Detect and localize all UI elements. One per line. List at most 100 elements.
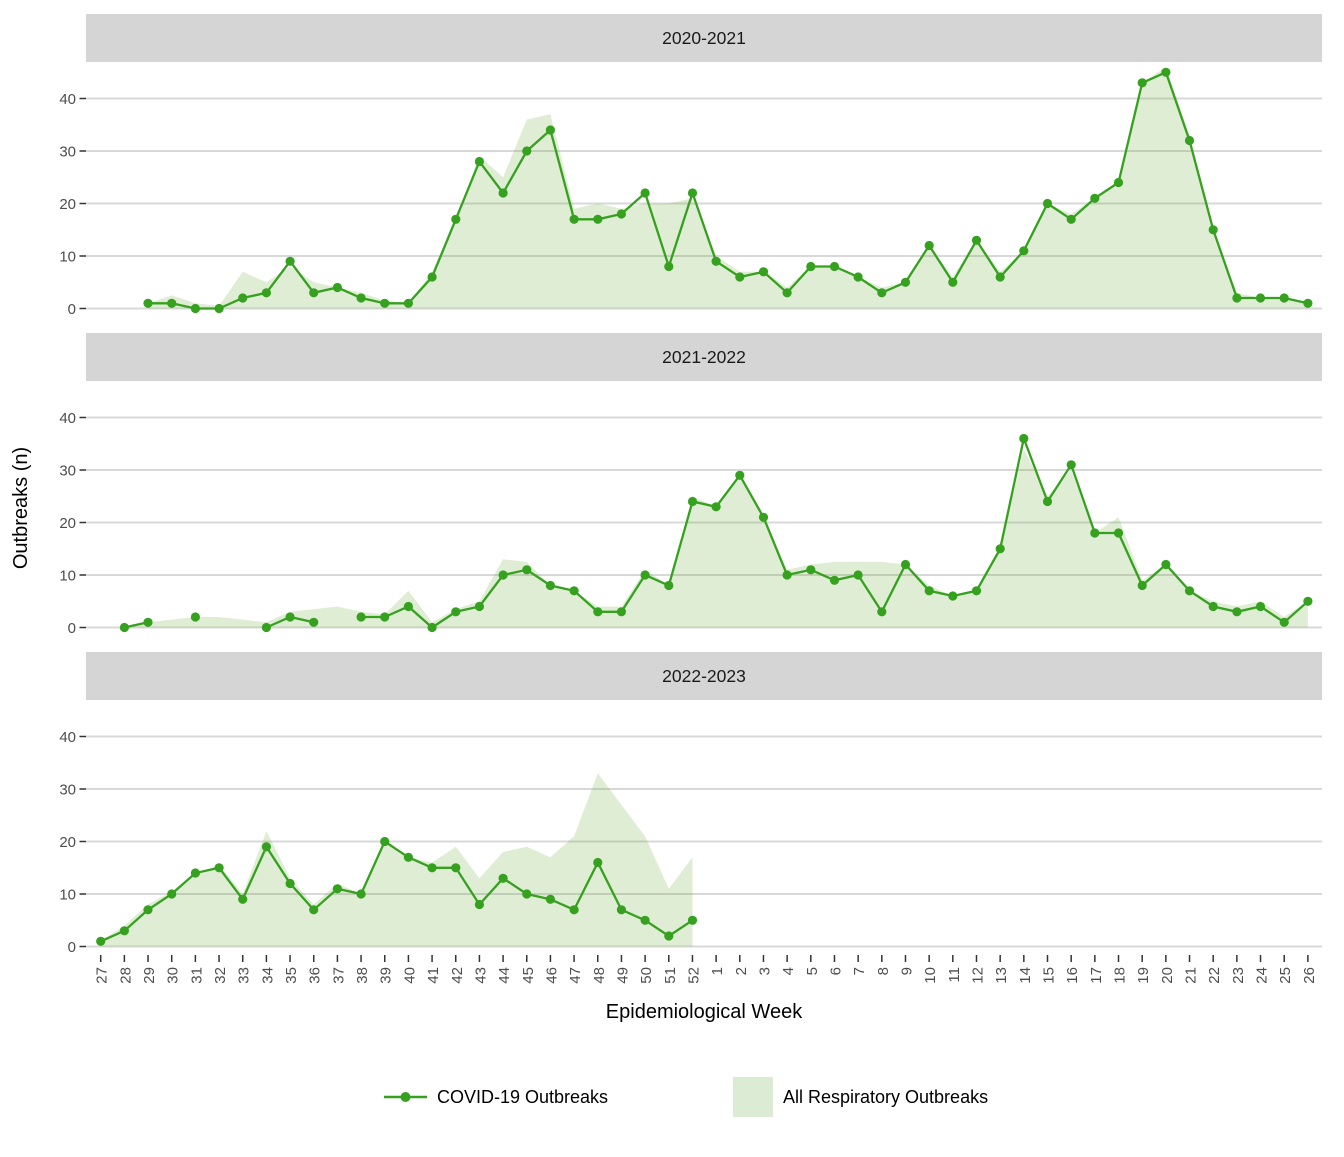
- x-tick-label: 11: [946, 967, 963, 983]
- covid-point: [900, 559, 911, 570]
- x-tick-label: 47: [567, 967, 584, 984]
- covid-point: [593, 214, 603, 224]
- covid-point: [640, 915, 650, 925]
- covid-point: [380, 836, 390, 847]
- covid-point: [238, 293, 248, 303]
- x-tick-label: 5: [804, 967, 821, 975]
- x-tick-label: 52: [685, 967, 702, 984]
- covid-point: [1303, 596, 1313, 606]
- covid-point: [687, 915, 698, 925]
- respiratory-area: [124, 449, 1308, 628]
- covid-point: [214, 863, 224, 873]
- x-tick-label: 12: [969, 967, 986, 984]
- covid-point: [782, 570, 792, 580]
- legend: COVID-19 Outbreaks All Respiratory Outbr…: [384, 1077, 988, 1117]
- y-tick-label: 10: [59, 568, 76, 585]
- covid-point: [829, 575, 840, 585]
- covid-point: [616, 607, 627, 617]
- covid-point: [1279, 617, 1289, 627]
- x-tick-label: 28: [117, 967, 134, 984]
- x-tick-label: 8: [875, 967, 892, 975]
- covid-point: [474, 156, 484, 167]
- x-tick-label: 42: [449, 967, 466, 984]
- covid-point: [498, 570, 508, 580]
- covid-point: [451, 214, 461, 224]
- covid-point: [451, 863, 461, 873]
- covid-point: [829, 261, 840, 272]
- x-tick-label: 39: [378, 967, 395, 984]
- x-tick-label: 31: [188, 967, 205, 984]
- y-tick-label: 0: [68, 939, 76, 956]
- covid-point: [1019, 246, 1029, 256]
- covid-point: [522, 565, 532, 575]
- x-tick-label: 43: [472, 967, 489, 984]
- covid-point: [1232, 293, 1242, 303]
- covid-point: [995, 544, 1005, 554]
- covid-point: [380, 298, 390, 308]
- y-tick-label: 20: [59, 834, 76, 851]
- covid-point: [877, 607, 887, 617]
- covid-point: [1184, 135, 1195, 146]
- y-tick-label: 20: [59, 196, 76, 213]
- covid-point: [403, 298, 413, 308]
- covid-point: [403, 852, 413, 862]
- x-tick-label: 24: [1254, 967, 1271, 984]
- covid-point: [1303, 298, 1313, 308]
- x-tick-label: 38: [354, 967, 371, 984]
- x-tick-label: 51: [662, 967, 679, 984]
- x-tick-label: 6: [827, 967, 844, 975]
- facet-panel: 0 10 20 30 40: [59, 67, 1322, 318]
- covid-point: [1255, 601, 1266, 612]
- covid-point: [380, 612, 390, 622]
- facet-panel: 0 10 20 30 40: [59, 410, 1322, 637]
- covid-point: [711, 256, 721, 266]
- legend-label-covid: COVID-19 Outbreaks: [437, 1087, 608, 1107]
- covid-point: [1042, 496, 1053, 507]
- covid-point: [1161, 559, 1171, 570]
- covid-point: [1090, 193, 1100, 203]
- x-tick-label: 22: [1206, 967, 1223, 984]
- x-tick-label: 49: [614, 967, 631, 984]
- covid-point: [143, 617, 153, 627]
- x-tick-label: 44: [496, 967, 513, 984]
- covid-point: [545, 580, 556, 591]
- x-tick-label: 27: [94, 967, 111, 984]
- covid-point: [1255, 293, 1266, 303]
- x-tick-label: 9: [898, 967, 915, 975]
- respiratory-area: [148, 67, 1308, 309]
- covid-point: [545, 894, 556, 904]
- covid-point: [1184, 586, 1195, 596]
- covid-point: [1232, 607, 1242, 617]
- covid-point: [593, 607, 603, 617]
- covid-point: [664, 580, 674, 591]
- x-tick-label: 17: [1088, 967, 1105, 984]
- facet-strip: [86, 652, 1322, 700]
- covid-point: [474, 899, 484, 910]
- covid-point: [96, 936, 106, 946]
- covid-point: [285, 878, 295, 889]
- y-tick-label: 40: [59, 410, 76, 427]
- covid-point: [356, 293, 366, 303]
- covid-point: [167, 298, 177, 308]
- covid-point: [877, 288, 887, 298]
- covid-point: [853, 570, 863, 580]
- covid-point: [427, 272, 437, 282]
- x-axis-title: Epidemiological Week: [606, 1001, 803, 1023]
- covid-point: [735, 272, 745, 282]
- y-tick-label: 30: [59, 144, 76, 161]
- covid-point: [735, 470, 745, 480]
- covid-point: [758, 512, 769, 522]
- covid-point: [1066, 460, 1076, 470]
- x-tick-label: 2: [733, 967, 750, 975]
- x-tick-label: 35: [283, 967, 300, 984]
- x-tick-label: 32: [212, 967, 229, 984]
- covid-point: [687, 188, 698, 198]
- x-tick-label: 21: [1183, 967, 1200, 984]
- x-tick-label: 26: [1301, 967, 1318, 984]
- covid-point: [1066, 214, 1076, 224]
- x-tick-label: 14: [1017, 967, 1034, 984]
- y-tick-label: 30: [59, 463, 76, 480]
- covid-point: [711, 502, 721, 512]
